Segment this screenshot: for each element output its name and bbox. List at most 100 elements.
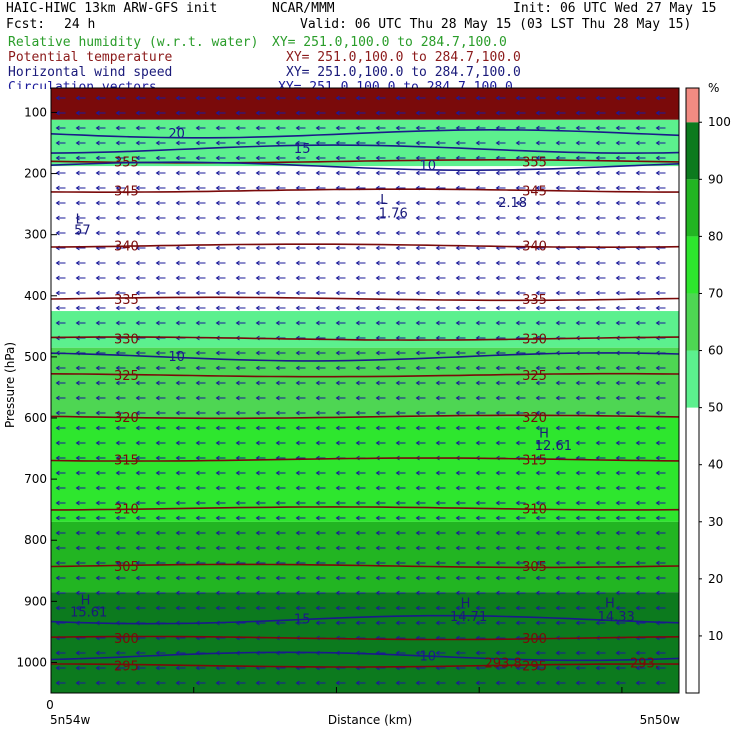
wind-vector-head [215,470,220,476]
wind-vector-head [275,320,280,326]
wind-vector-head [455,440,460,446]
wind-vector-head [635,590,640,596]
wind-vector-head [215,215,220,221]
field-theta-name: Potential temperature [8,50,173,65]
forecast-label: Fcst: [6,17,46,32]
wind-vector-head [175,230,180,236]
wind-vector-head [455,365,460,371]
wind-vector-head [275,290,280,296]
wind-vector-head [415,500,420,506]
wind-vector-head [235,410,240,416]
wind-vector-head [215,140,220,146]
wind-vector-head [335,125,340,131]
wind-vector-head [475,230,480,236]
wind-vector-head [495,485,500,491]
wind-vector-head [195,425,200,431]
wind-vector-head [475,320,480,326]
wind-vector-head [235,185,240,191]
theta-contour-300 [50,635,680,641]
wind-vector-head [55,500,60,506]
wind-vector-head [335,305,340,311]
wind-vector-head [475,275,480,281]
wind-vector-head [275,440,280,446]
wind-vector-head [155,395,160,401]
colorbar-tick-label: 10 [708,629,723,643]
wind-vector-head [375,620,380,626]
wind-vector-head [375,530,380,536]
wind-vector-head [195,230,200,236]
wind-vector-head [175,185,180,191]
wind-vector-head [155,575,160,581]
wind-vector-head [155,275,160,281]
wind-vector-head [175,365,180,371]
wind-vector-head [495,395,500,401]
wind-vector-head [415,515,420,521]
wind-vector-head [315,170,320,176]
wind-vector-head [395,245,400,251]
wind-vector-head [115,680,120,686]
wind-vector-head [535,500,540,506]
wind-vector-head [75,320,80,326]
wind-vector-head [335,620,340,626]
wind-vector-head [235,605,240,611]
wind-vector-head [295,515,300,521]
wind-vector-head [495,650,500,656]
wind-vector-head [155,200,160,206]
theta-contour-345 [50,188,679,193]
wind-vector-head [355,155,360,161]
wind-vector-head [275,260,280,266]
wind-vector-head [95,485,100,491]
wind-vector-head [115,575,120,581]
wind-vector-head [535,425,540,431]
wind-vector-head [495,260,500,266]
speed-contour-10 [50,352,680,362]
wind-vector-head [635,125,640,131]
wind-vector-head [355,290,360,296]
wind-vector-head [275,575,280,581]
wind-vector-head [235,500,240,506]
wind-vector-head [275,590,280,596]
wind-vector-head [275,500,280,506]
wind-vector-head [135,125,140,131]
wind-vector-head [155,455,160,461]
wind-vector-head [335,560,340,566]
wind-vector-head [135,140,140,146]
wind-vector-head [615,170,620,176]
wind-vector-head [295,485,300,491]
wind-vector-head [215,245,220,251]
wind-vector-head [575,485,580,491]
wind-vector-head [135,110,140,116]
wind-vector-head [215,155,220,161]
wind-vector-head [195,170,200,176]
wind-vector-head [195,455,200,461]
colorbar-tick-label: 50 [708,401,723,415]
wind-vector-head [495,620,500,626]
wind-vector-head [475,440,480,446]
wind-vector-head [515,680,520,686]
wind-vector-head [495,425,500,431]
wind-vector-head [175,575,180,581]
wind-vector-head [95,215,100,221]
wind-vector-head [55,125,60,131]
wind-vector-head [135,365,140,371]
wind-vector-head [515,665,520,671]
wind-vector-head [315,110,320,116]
wind-vector-head [435,590,440,596]
wind-vector-head [235,680,240,686]
wind-vector-head [455,320,460,326]
wind-vector-head [395,170,400,176]
wind-vector-head [495,95,500,101]
wind-vector-head [475,590,480,596]
wind-vector-head [555,140,560,146]
wind-vector-head [595,380,600,386]
wind-vector-head [655,470,660,476]
wind-vector-head [195,275,200,281]
wind-vector-head [55,215,60,221]
wind-vector-head [635,515,640,521]
wind-vector-head [295,110,300,116]
wind-vector-head [415,425,420,431]
wind-vector-head [415,95,420,101]
wind-vector-head [575,155,580,161]
wind-vector-head [155,590,160,596]
theta-label-310: 310 [114,502,139,517]
